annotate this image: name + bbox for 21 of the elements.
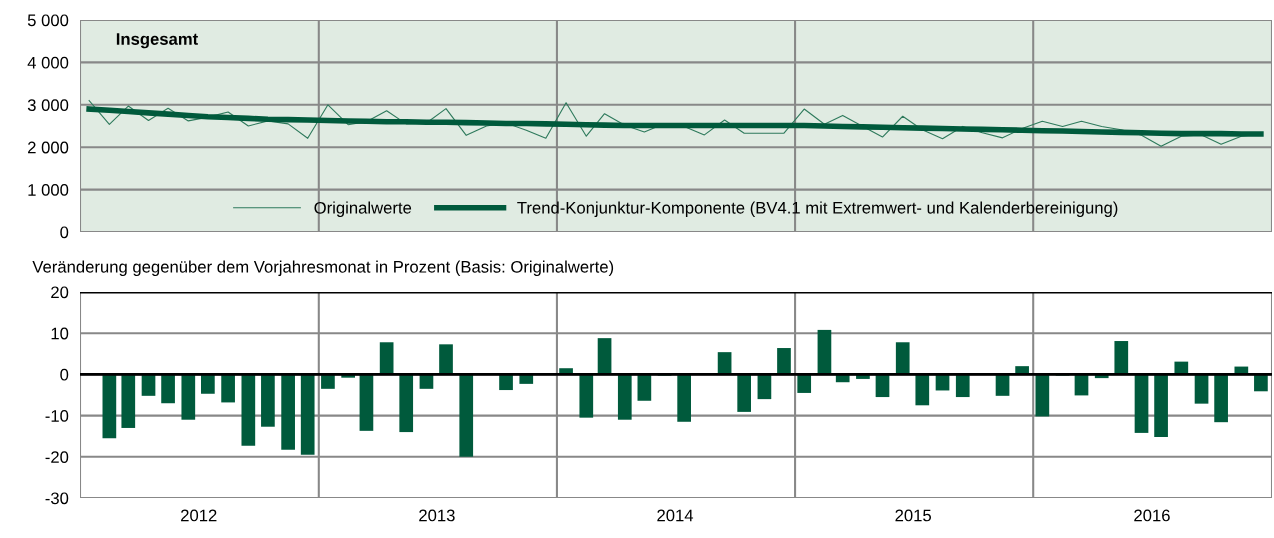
y-tick-label: 3 000	[27, 99, 69, 111]
y-tick-label: 5 000	[27, 14, 69, 27]
x-tick-label: 2012	[181, 509, 217, 522]
y-tick-label: 20	[51, 286, 69, 299]
x-tick-label: 2013	[419, 509, 455, 522]
y-tick-label: 1 000	[28, 184, 69, 196]
x-tick-label: 2016	[1134, 509, 1170, 522]
chart-title: Veränderung gegenüber dem Vorjahresmonat in Prozent (Basis: Originalwerte)	[32, 260, 614, 277]
y-tick-label: 10	[51, 327, 69, 340]
legend-label: Originalwerte	[314, 201, 412, 217]
y-tick-label: 4 000	[27, 56, 69, 69]
text: Insgesamt	[116, 33, 198, 49]
y-tick-label: 0	[60, 368, 69, 381]
y-tick-label: -20	[45, 451, 69, 463]
y-tick-label: 0	[60, 226, 69, 239]
x-tick-label: 2015	[895, 509, 931, 522]
x-tick-label: 2014	[657, 509, 694, 522]
legend-label: Trend-Konjunktur-Komponente (BV4.1 mit Extremwert- und Kalenderbereinigung)	[517, 201, 1118, 217]
y-tick-label: 2 000	[28, 141, 69, 154]
y-tick-label: -30	[45, 492, 69, 505]
y-tick-label: -10	[45, 410, 69, 422]
